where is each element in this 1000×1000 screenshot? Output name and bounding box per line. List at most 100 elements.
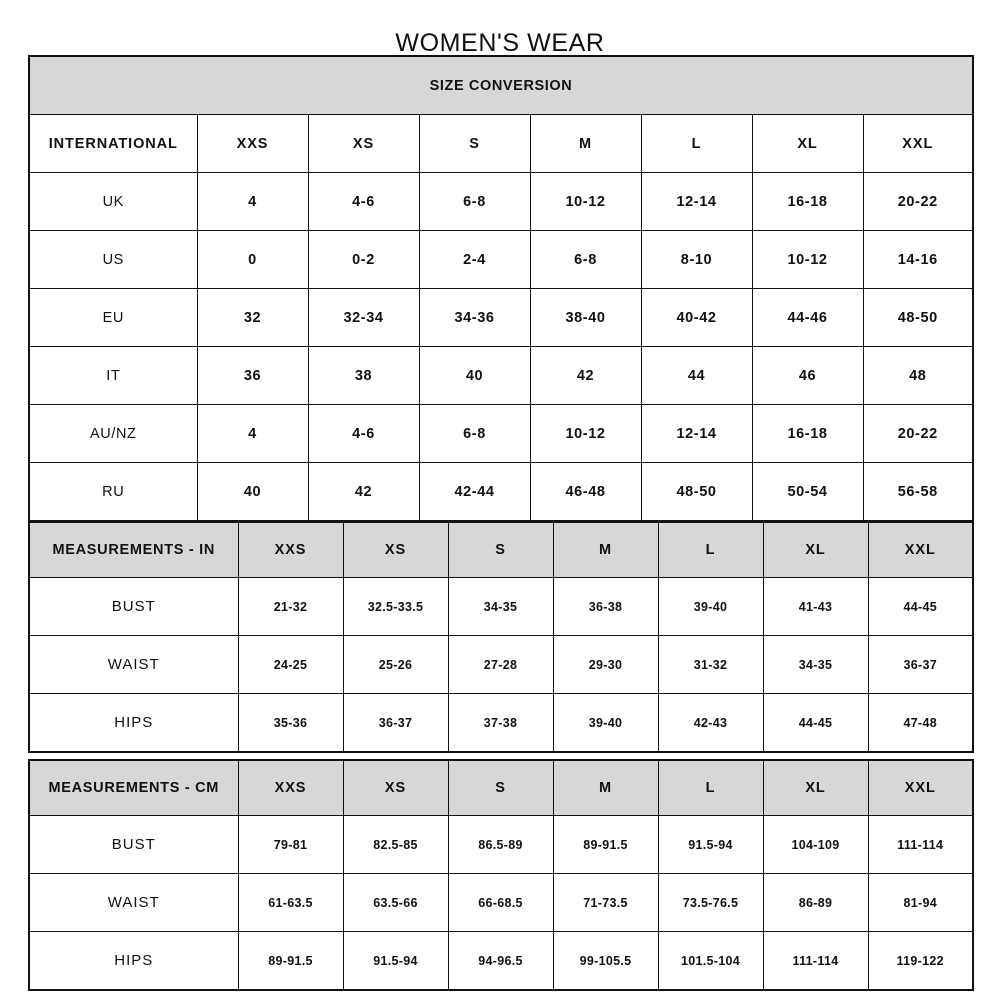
- column-header-xl: XL: [751, 114, 864, 173]
- cell-us-l: 8-10: [640, 230, 753, 289]
- column-header-cm-l: L: [657, 759, 764, 816]
- cell-eu-s: 34-36: [418, 288, 531, 347]
- size-conversion-table: SIZE CONVERSION INTERNATIONAL XXS XS S M…: [28, 55, 974, 522]
- cell-aunz-xxl: 20-22: [862, 404, 974, 463]
- size-conversion-banner: SIZE CONVERSION: [28, 55, 974, 115]
- cell-aunz-xs: 4-6: [307, 404, 420, 463]
- column-header-in-xs: XS: [342, 521, 449, 578]
- cell-cm-hips-xxl: 119-122: [867, 931, 974, 991]
- cell-cm-waist-xxs: 61-63.5: [237, 873, 344, 932]
- table-row: RU 40 42 42-44 46-48 48-50 50-54 56-58: [28, 462, 974, 522]
- cell-eu-xs: 32-34: [307, 288, 420, 347]
- column-header-l: L: [640, 114, 753, 173]
- cell-in-waist-xl: 34-35: [762, 635, 869, 694]
- cell-us-s: 2-4: [418, 230, 531, 289]
- column-header-in-xl: XL: [762, 521, 869, 578]
- table-header-row: MEASUREMENTS - IN XXS XS S M L XL XXL: [28, 521, 974, 578]
- page-title: WOMEN'S WEAR: [395, 28, 605, 57]
- cell-in-waist-xs: 25-26: [342, 635, 449, 694]
- cell-ru-m: 46-48: [529, 462, 642, 522]
- table-row: HIPS 89-91.5 91.5-94 94-96.5 99-105.5 10…: [28, 931, 974, 991]
- table-row: WAIST 61-63.5 63.5-66 66-68.5 71-73.5 73…: [28, 873, 974, 932]
- cell-us-xl: 10-12: [751, 230, 864, 289]
- cell-in-bust-xxl: 44-45: [867, 577, 974, 636]
- cell-it-xs: 38: [307, 346, 420, 405]
- column-header-cm-xxs: XXS: [237, 759, 344, 816]
- cell-in-hips-xxl: 47-48: [867, 693, 974, 753]
- row-label-ru: RU: [28, 462, 198, 522]
- cell-cm-waist-xxl: 81-94: [867, 873, 974, 932]
- table-row: BUST 21-32 32.5-33.5 34-35 36-38 39-40 4…: [28, 577, 974, 636]
- row-label-in-hips: HIPS: [28, 693, 239, 753]
- cell-it-m: 42: [529, 346, 642, 405]
- table-row: BUST 79-81 82.5-85 86.5-89 89-91.5 91.5-…: [28, 815, 974, 874]
- cell-in-waist-s: 27-28: [447, 635, 554, 694]
- cell-ru-xl: 50-54: [751, 462, 864, 522]
- cell-cm-hips-m: 99-105.5: [552, 931, 659, 991]
- banner-row: SIZE CONVERSION: [28, 55, 974, 115]
- cell-cm-bust-xl: 104-109: [762, 815, 869, 874]
- table-row: UK 4 4-6 6-8 10-12 12-14 16-18 20-22: [28, 172, 974, 231]
- row-label-us: US: [28, 230, 198, 289]
- cell-aunz-xl: 16-18: [751, 404, 864, 463]
- cell-cm-bust-l: 91.5-94: [657, 815, 764, 874]
- column-header-in-xxs: XXS: [237, 521, 344, 578]
- cell-in-bust-xl: 41-43: [762, 577, 869, 636]
- cell-cm-waist-xl: 86-89: [762, 873, 869, 932]
- column-header-in-l: L: [657, 521, 764, 578]
- cell-uk-l: 12-14: [640, 172, 753, 231]
- column-header-cm-xxl: XXL: [867, 759, 974, 816]
- row-label-aunz: AU/NZ: [28, 404, 198, 463]
- cell-cm-bust-xs: 82.5-85: [342, 815, 449, 874]
- cell-uk-s: 6-8: [418, 172, 531, 231]
- row-label-it: IT: [28, 346, 198, 405]
- cell-in-waist-l: 31-32: [657, 635, 764, 694]
- row-label-in-bust: BUST: [28, 577, 239, 636]
- cell-us-xxs: 0: [196, 230, 309, 289]
- cell-it-xxl: 48: [862, 346, 974, 405]
- table-row: AU/NZ 4 4-6 6-8 10-12 12-14 16-18 20-22: [28, 404, 974, 463]
- cell-us-m: 6-8: [529, 230, 642, 289]
- row-label-cm-waist: WAIST: [28, 873, 239, 932]
- cell-in-bust-l: 39-40: [657, 577, 764, 636]
- table-row: IT 36 38 40 42 44 46 48: [28, 346, 974, 405]
- cell-in-bust-xxs: 21-32: [237, 577, 344, 636]
- cell-it-xl: 46: [751, 346, 864, 405]
- cell-in-hips-l: 42-43: [657, 693, 764, 753]
- cell-aunz-xxs: 4: [196, 404, 309, 463]
- cell-in-hips-xl: 44-45: [762, 693, 869, 753]
- cell-cm-hips-xxs: 89-91.5: [237, 931, 344, 991]
- cell-eu-xxs: 32: [196, 288, 309, 347]
- cell-uk-xl: 16-18: [751, 172, 864, 231]
- cell-it-l: 44: [640, 346, 753, 405]
- cell-uk-xs: 4-6: [307, 172, 420, 231]
- cell-aunz-m: 10-12: [529, 404, 642, 463]
- row-label-cm-bust: BUST: [28, 815, 239, 874]
- column-header-xs: XS: [307, 114, 420, 173]
- cell-in-waist-xxs: 24-25: [237, 635, 344, 694]
- column-header-s: S: [418, 114, 531, 173]
- cell-in-bust-xs: 32.5-33.5: [342, 577, 449, 636]
- cell-uk-xxs: 4: [196, 172, 309, 231]
- cell-cm-waist-m: 71-73.5: [552, 873, 659, 932]
- table-row: EU 32 32-34 34-36 38-40 40-42 44-46 48-5…: [28, 288, 974, 347]
- column-header-cm-s: S: [447, 759, 554, 816]
- cell-cm-hips-xs: 91.5-94: [342, 931, 449, 991]
- cell-cm-waist-s: 66-68.5: [447, 873, 554, 932]
- cell-cm-bust-xxl: 111-114: [867, 815, 974, 874]
- cell-in-bust-s: 34-35: [447, 577, 554, 636]
- column-header-in-m: M: [552, 521, 659, 578]
- cell-aunz-s: 6-8: [418, 404, 531, 463]
- column-header-in-xxl: XXL: [867, 521, 974, 578]
- column-header-m: M: [529, 114, 642, 173]
- cell-us-xs: 0-2: [307, 230, 420, 289]
- measurements-in-header-label: MEASUREMENTS - IN: [28, 521, 239, 578]
- cell-uk-xxl: 20-22: [862, 172, 974, 231]
- row-label-eu: EU: [28, 288, 198, 347]
- table-row: WAIST 24-25 25-26 27-28 29-30 31-32 34-3…: [28, 635, 974, 694]
- measurements-cm-header-label: MEASUREMENTS - CM: [28, 759, 239, 816]
- cell-cm-hips-s: 94-96.5: [447, 931, 554, 991]
- cell-eu-l: 40-42: [640, 288, 753, 347]
- cell-in-waist-m: 29-30: [552, 635, 659, 694]
